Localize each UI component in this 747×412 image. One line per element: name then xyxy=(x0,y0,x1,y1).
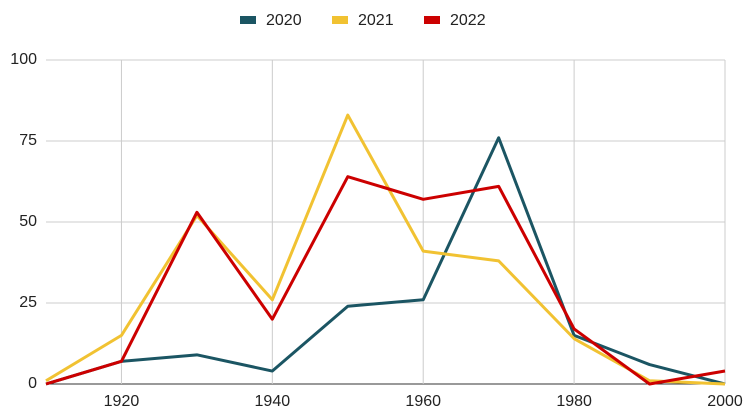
x-tick-label: 1940 xyxy=(255,393,291,410)
y-tick-label: 75 xyxy=(19,132,37,149)
legend-swatch xyxy=(424,16,440,24)
x-tick-label: 1920 xyxy=(104,393,140,410)
legend-swatch xyxy=(332,16,348,24)
legend-swatch xyxy=(240,16,256,24)
series-line xyxy=(45,175,726,386)
legend-label: 2021 xyxy=(358,12,394,29)
series-line xyxy=(45,113,726,386)
x-tick-label: 1980 xyxy=(556,393,592,410)
y-tick-label: 0 xyxy=(28,375,37,392)
y-tick-label: 50 xyxy=(19,213,37,230)
y-tick-label: 25 xyxy=(19,294,37,311)
x-tick-label: 1960 xyxy=(405,393,441,410)
legend-label: 2022 xyxy=(450,12,486,29)
series-line xyxy=(45,136,726,386)
legend-label: 2020 xyxy=(266,12,302,29)
y-tick-label: 100 xyxy=(10,51,37,68)
x-tick-label: 2000 xyxy=(707,393,743,410)
